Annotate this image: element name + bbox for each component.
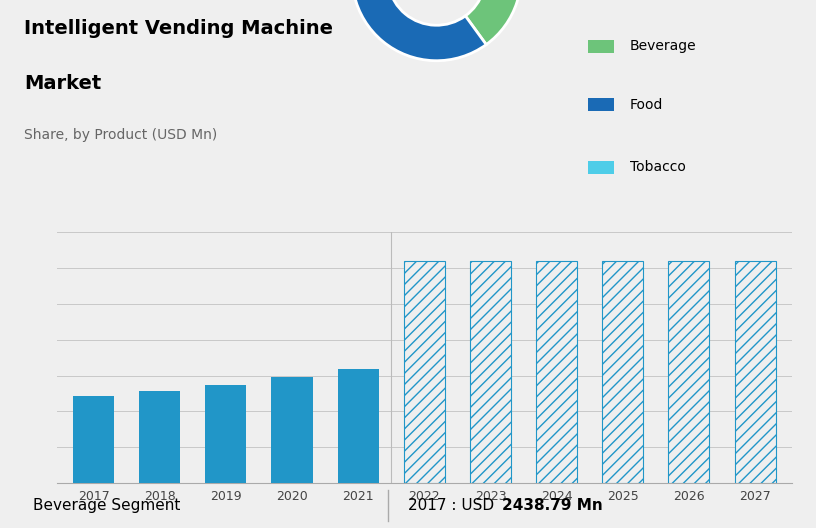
Text: Intelligent Vending Machine: Intelligent Vending Machine	[24, 18, 334, 37]
Bar	[140, 391, 180, 483]
Text: 2438.79 Mn: 2438.79 Mn	[502, 498, 602, 513]
Wedge shape	[352, 0, 486, 61]
Bar	[272, 377, 313, 483]
FancyBboxPatch shape	[588, 40, 614, 53]
Bar	[536, 261, 577, 483]
Bar	[206, 384, 246, 483]
Bar	[602, 261, 643, 483]
Text: 2017 : USD: 2017 : USD	[408, 498, 499, 513]
Text: Beverage Segment: Beverage Segment	[33, 498, 180, 513]
Text: Beverage: Beverage	[630, 40, 697, 53]
Bar	[404, 261, 445, 483]
Bar	[470, 261, 511, 483]
Text: Market: Market	[24, 74, 102, 93]
Text: Tobacco: Tobacco	[630, 161, 685, 174]
Bar	[734, 261, 776, 483]
FancyBboxPatch shape	[588, 161, 614, 174]
Bar	[668, 261, 709, 483]
FancyBboxPatch shape	[588, 98, 614, 111]
Text: Food: Food	[630, 98, 663, 111]
Text: Share, by Product (USD Mn): Share, by Product (USD Mn)	[24, 128, 218, 142]
Bar	[338, 369, 379, 483]
Bar	[73, 396, 114, 483]
Wedge shape	[437, 0, 521, 44]
